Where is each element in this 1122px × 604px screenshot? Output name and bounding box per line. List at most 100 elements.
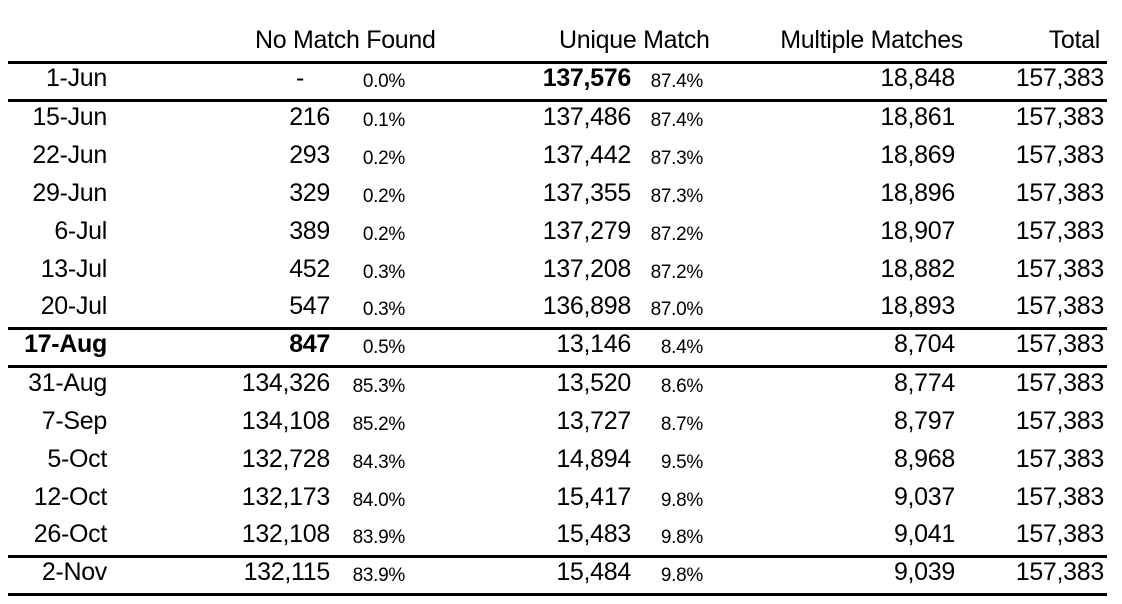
- table-row: 13-Jul 452 0.3% 137,208 87.2% 18,882 157…: [8, 252, 1107, 290]
- unique-match-percent-cell: 8.4%: [631, 328, 703, 368]
- table-row: 26-Oct 132,108 83.9% 15,483 9.8% 9,041 1…: [8, 518, 1107, 558]
- unique-match-count-cell: 15,484: [405, 556, 631, 596]
- total-cell: 157,383: [963, 328, 1107, 368]
- unique-match-count-cell: 137,279: [542, 217, 632, 245]
- unique-match-percent-cell: 87.0%: [631, 290, 703, 330]
- multiple-matches-count-cell: 18,882: [880, 255, 955, 283]
- no-match-percent-cell: 85.3%: [352, 376, 406, 397]
- multiple-matches-count-cell: 18,907: [880, 217, 955, 245]
- multiple-matches-count-cell: 18,848: [703, 62, 963, 102]
- table-row: 22-Jun 293 0.2% 137,442 87.3% 18,869 157…: [8, 138, 1107, 176]
- unique-match-percent-cell: 8.6%: [660, 376, 703, 397]
- total-cell: 157,383: [1015, 217, 1105, 245]
- date-cell: 20-Jul: [8, 290, 107, 330]
- no-match-count-cell: 389: [289, 217, 330, 245]
- unique-match-count-cell: 137,355: [542, 179, 632, 207]
- no-match-percent-cell: 83.9%: [330, 556, 405, 596]
- unique-match-percent-cell: 9.8%: [631, 518, 703, 558]
- total-cell: 157,383: [963, 556, 1107, 596]
- multiple-matches-count-cell: 9,039: [703, 556, 963, 596]
- table-row: 12-Oct 132,173 84.0% 15,417 9.8% 9,037 1…: [8, 480, 1107, 518]
- no-match-percent-cell: 0.0%: [330, 62, 405, 102]
- table-body: 1-Jun - 0.0% 137,576 87.4% 18,848 157,38…: [8, 62, 1107, 596]
- total-cell: 157,383: [1015, 445, 1105, 473]
- unique-match-percent-cell: 9.8%: [660, 490, 703, 511]
- unique-match-count-cell: 15,483: [405, 518, 631, 558]
- multiple-matches-count-cell: 8,704: [703, 328, 963, 368]
- date-cell: 1-Jun: [8, 62, 107, 102]
- no-match-percent-cell: 0.2%: [362, 186, 405, 207]
- no-match-found-column-header: No Match Found: [107, 24, 436, 64]
- multiple-matches-count-cell: 8,797: [893, 407, 955, 435]
- total-cell: 157,383: [1015, 407, 1105, 435]
- no-match-count-cell: 547: [107, 290, 330, 330]
- no-match-percent-cell: 83.9%: [330, 518, 405, 558]
- multiple-matches-count-cell: 18,861: [880, 103, 955, 131]
- unique-match-count-cell: 136,898: [405, 290, 631, 330]
- unique-match-column-header: Unique Match: [405, 24, 710, 64]
- multiple-matches-count-cell: 8,774: [893, 369, 955, 397]
- unique-match-percent-cell: 9.5%: [660, 452, 703, 473]
- no-match-count-cell: 132,728: [241, 445, 331, 473]
- unique-match-percent-cell: 87.2%: [650, 224, 704, 245]
- total-cell: 157,383: [963, 518, 1107, 558]
- multiple-matches-count-cell: 9,041: [703, 518, 963, 558]
- table-row: 29-Jun 329 0.2% 137,355 87.3% 18,896 157…: [8, 176, 1107, 214]
- date-cell: 17-Aug: [8, 328, 107, 368]
- table-row: 20-Jul 547 0.3% 136,898 87.0% 18,893 157…: [8, 290, 1107, 330]
- date-cell: 7-Sep: [41, 407, 108, 435]
- no-match-count-cell: -: [107, 62, 330, 102]
- date-cell: 13-Jul: [40, 255, 108, 283]
- unique-match-count-cell: 13,727: [556, 407, 631, 435]
- table-row: 17-Aug 847 0.5% 13,146 8.4% 8,704 157,38…: [8, 328, 1107, 368]
- date-cell: 31-Aug: [28, 369, 107, 397]
- table-row: 6-Jul 389 0.2% 137,279 87.2% 18,907 157,…: [8, 214, 1107, 252]
- no-match-count-cell: 293: [289, 141, 330, 169]
- multiple-matches-count-cell: 18,869: [880, 141, 955, 169]
- multiple-matches-column-header: Multiple Matches: [703, 24, 963, 64]
- multiple-matches-count-cell: 18,896: [880, 179, 955, 207]
- total-column-header: Total: [963, 24, 1107, 64]
- unique-match-percent-cell: 87.4%: [631, 62, 703, 102]
- date-column-header: [8, 24, 107, 64]
- unique-match-count-cell: 13,520: [556, 369, 631, 397]
- table-row: 2-Nov 132,115 83.9% 15,484 9.8% 9,039 15…: [8, 556, 1107, 596]
- table-row: 5-Oct 132,728 84.3% 14,894 9.5% 8,968 15…: [8, 442, 1107, 480]
- no-match-count-cell: 134,326: [241, 369, 331, 397]
- no-match-percent-cell: 84.3%: [352, 452, 406, 473]
- match-results-table: No Match Found Unique Match Multiple Mat…: [8, 24, 1107, 596]
- no-match-percent-cell: 85.2%: [352, 414, 406, 435]
- unique-match-percent-cell: 87.3%: [650, 148, 704, 169]
- total-cell: 157,383: [1015, 141, 1105, 169]
- unique-match-count-cell: 137,486: [542, 103, 632, 131]
- no-match-percent-cell: 0.2%: [362, 148, 405, 169]
- date-cell: 2-Nov: [8, 556, 107, 596]
- total-cell: 157,383: [963, 62, 1107, 102]
- table-row: 15-Jun 216 0.1% 137,486 87.4% 18,861 157…: [8, 100, 1107, 138]
- table-row: 1-Jun - 0.0% 137,576 87.4% 18,848 157,38…: [8, 62, 1107, 102]
- total-cell: 157,383: [1015, 369, 1105, 397]
- date-cell: 29-Jun: [32, 179, 107, 207]
- date-cell: 12-Oct: [33, 483, 108, 511]
- no-match-count-cell: 329: [289, 179, 330, 207]
- unique-match-percent-cell: 9.8%: [631, 556, 703, 596]
- unique-match-count-cell: 13,146: [405, 328, 631, 368]
- multiple-matches-count-cell: 8,968: [893, 445, 955, 473]
- unique-match-percent-cell: 8.7%: [660, 414, 703, 435]
- no-match-count-cell: 452: [289, 255, 330, 283]
- no-match-count-cell: 132,108: [107, 518, 330, 558]
- date-cell: 6-Jul: [54, 217, 107, 245]
- no-match-count-cell: 134,108: [241, 407, 331, 435]
- no-match-count-cell: 132,115: [107, 556, 330, 596]
- no-match-percent-cell: 0.3%: [362, 262, 405, 283]
- unique-match-count-cell: 137,208: [542, 255, 632, 283]
- no-match-percent-cell: 0.5%: [330, 328, 405, 368]
- unique-match-percent-cell: 87.4%: [650, 110, 704, 131]
- date-cell: 22-Jun: [32, 141, 107, 169]
- total-cell: 157,383: [1015, 179, 1105, 207]
- no-match-percent-cell: 0.3%: [330, 290, 405, 330]
- table-row: 7-Sep 134,108 85.2% 13,727 8.7% 8,797 15…: [8, 404, 1107, 442]
- multiple-matches-count-cell: 9,037: [893, 483, 955, 511]
- total-cell: 157,383: [1015, 483, 1105, 511]
